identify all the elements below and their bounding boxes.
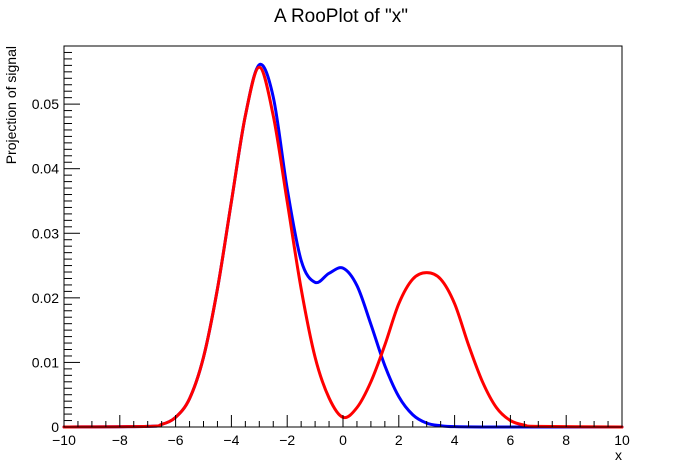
series-line-2: [62, 65, 624, 429]
x-tick-label: 6: [507, 432, 515, 448]
x-tick-label: 2: [395, 432, 403, 448]
y-tick-label: 0.03: [32, 225, 59, 241]
x-axis-label: x: [615, 447, 622, 463]
x-tick-label: 4: [451, 432, 459, 448]
y-axis-tick-labels: 0 0.01 0.02 0.03 0.04 0.05: [32, 96, 59, 435]
plot-lines: [62, 62, 624, 429]
y-tick-label: 0.05: [32, 96, 59, 112]
plot-frame: [63, 45, 623, 428]
x-tick-label: −10: [52, 432, 76, 448]
x-tick-label: −4: [223, 432, 239, 448]
chart-title: A RooPlot of "x": [274, 6, 408, 27]
x-tick-label: −8: [112, 432, 128, 448]
x-tick-label: 10: [614, 432, 630, 448]
y-tick-label: 0.02: [32, 290, 59, 306]
x-tick-label: −2: [279, 432, 295, 448]
series-line-1: [62, 62, 624, 429]
y-tick-label: 0.01: [32, 354, 59, 370]
x-tick-label: −6: [168, 432, 184, 448]
y-axis-label: Projection of signal: [3, 46, 19, 164]
x-axis-ticks: [63, 415, 623, 427]
x-tick-label: 8: [562, 432, 570, 448]
x-axis-tick-labels: −10 −8 −6 −4 −2 0 2 4 6 8 10: [52, 432, 630, 448]
x-tick-label: 0: [339, 432, 347, 448]
y-tick-label: 0.04: [32, 161, 59, 177]
y-tick-label: 0: [51, 419, 59, 435]
y-axis-ticks: [64, 45, 80, 428]
